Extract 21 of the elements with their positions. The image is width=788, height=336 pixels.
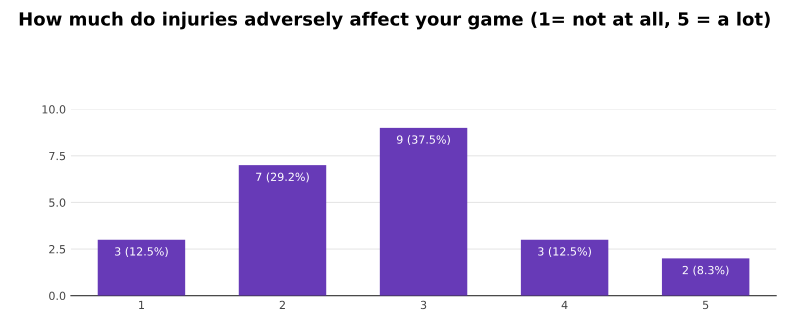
x-tick-label: 1 bbox=[139, 300, 144, 309]
bar bbox=[520, 240, 608, 296]
data-label: 7 (29.2%) bbox=[256, 172, 309, 182]
x-tick-label: 5 bbox=[702, 300, 708, 310]
data-label: 9 (37.5%) bbox=[396, 135, 450, 146]
x-tick-label: 3 bbox=[420, 300, 426, 310]
bar bbox=[662, 258, 750, 296]
y-tick-label: 2.5 bbox=[49, 245, 66, 254]
y-tick-label: 10.0 bbox=[42, 105, 66, 114]
y-tick-label: 0.0 bbox=[49, 292, 66, 300]
chart-title: How much do injuries adversely affect your game (1= not at all, 5 = a lot) bbox=[20, 12, 770, 30]
x-tick-label: 4 bbox=[562, 300, 568, 309]
x-tick-label: 2 bbox=[280, 300, 285, 309]
y-tick-label: 5.0 bbox=[49, 198, 66, 207]
bar bbox=[380, 128, 468, 296]
data-label: 2 (8.3%) bbox=[682, 266, 728, 276]
bar bbox=[238, 165, 326, 296]
data-label: 3 (12.5%) bbox=[538, 247, 591, 257]
data-label: 3 (12.5%) bbox=[115, 247, 168, 257]
y-tick-label: 7.5 bbox=[49, 152, 66, 160]
bar bbox=[98, 240, 186, 296]
